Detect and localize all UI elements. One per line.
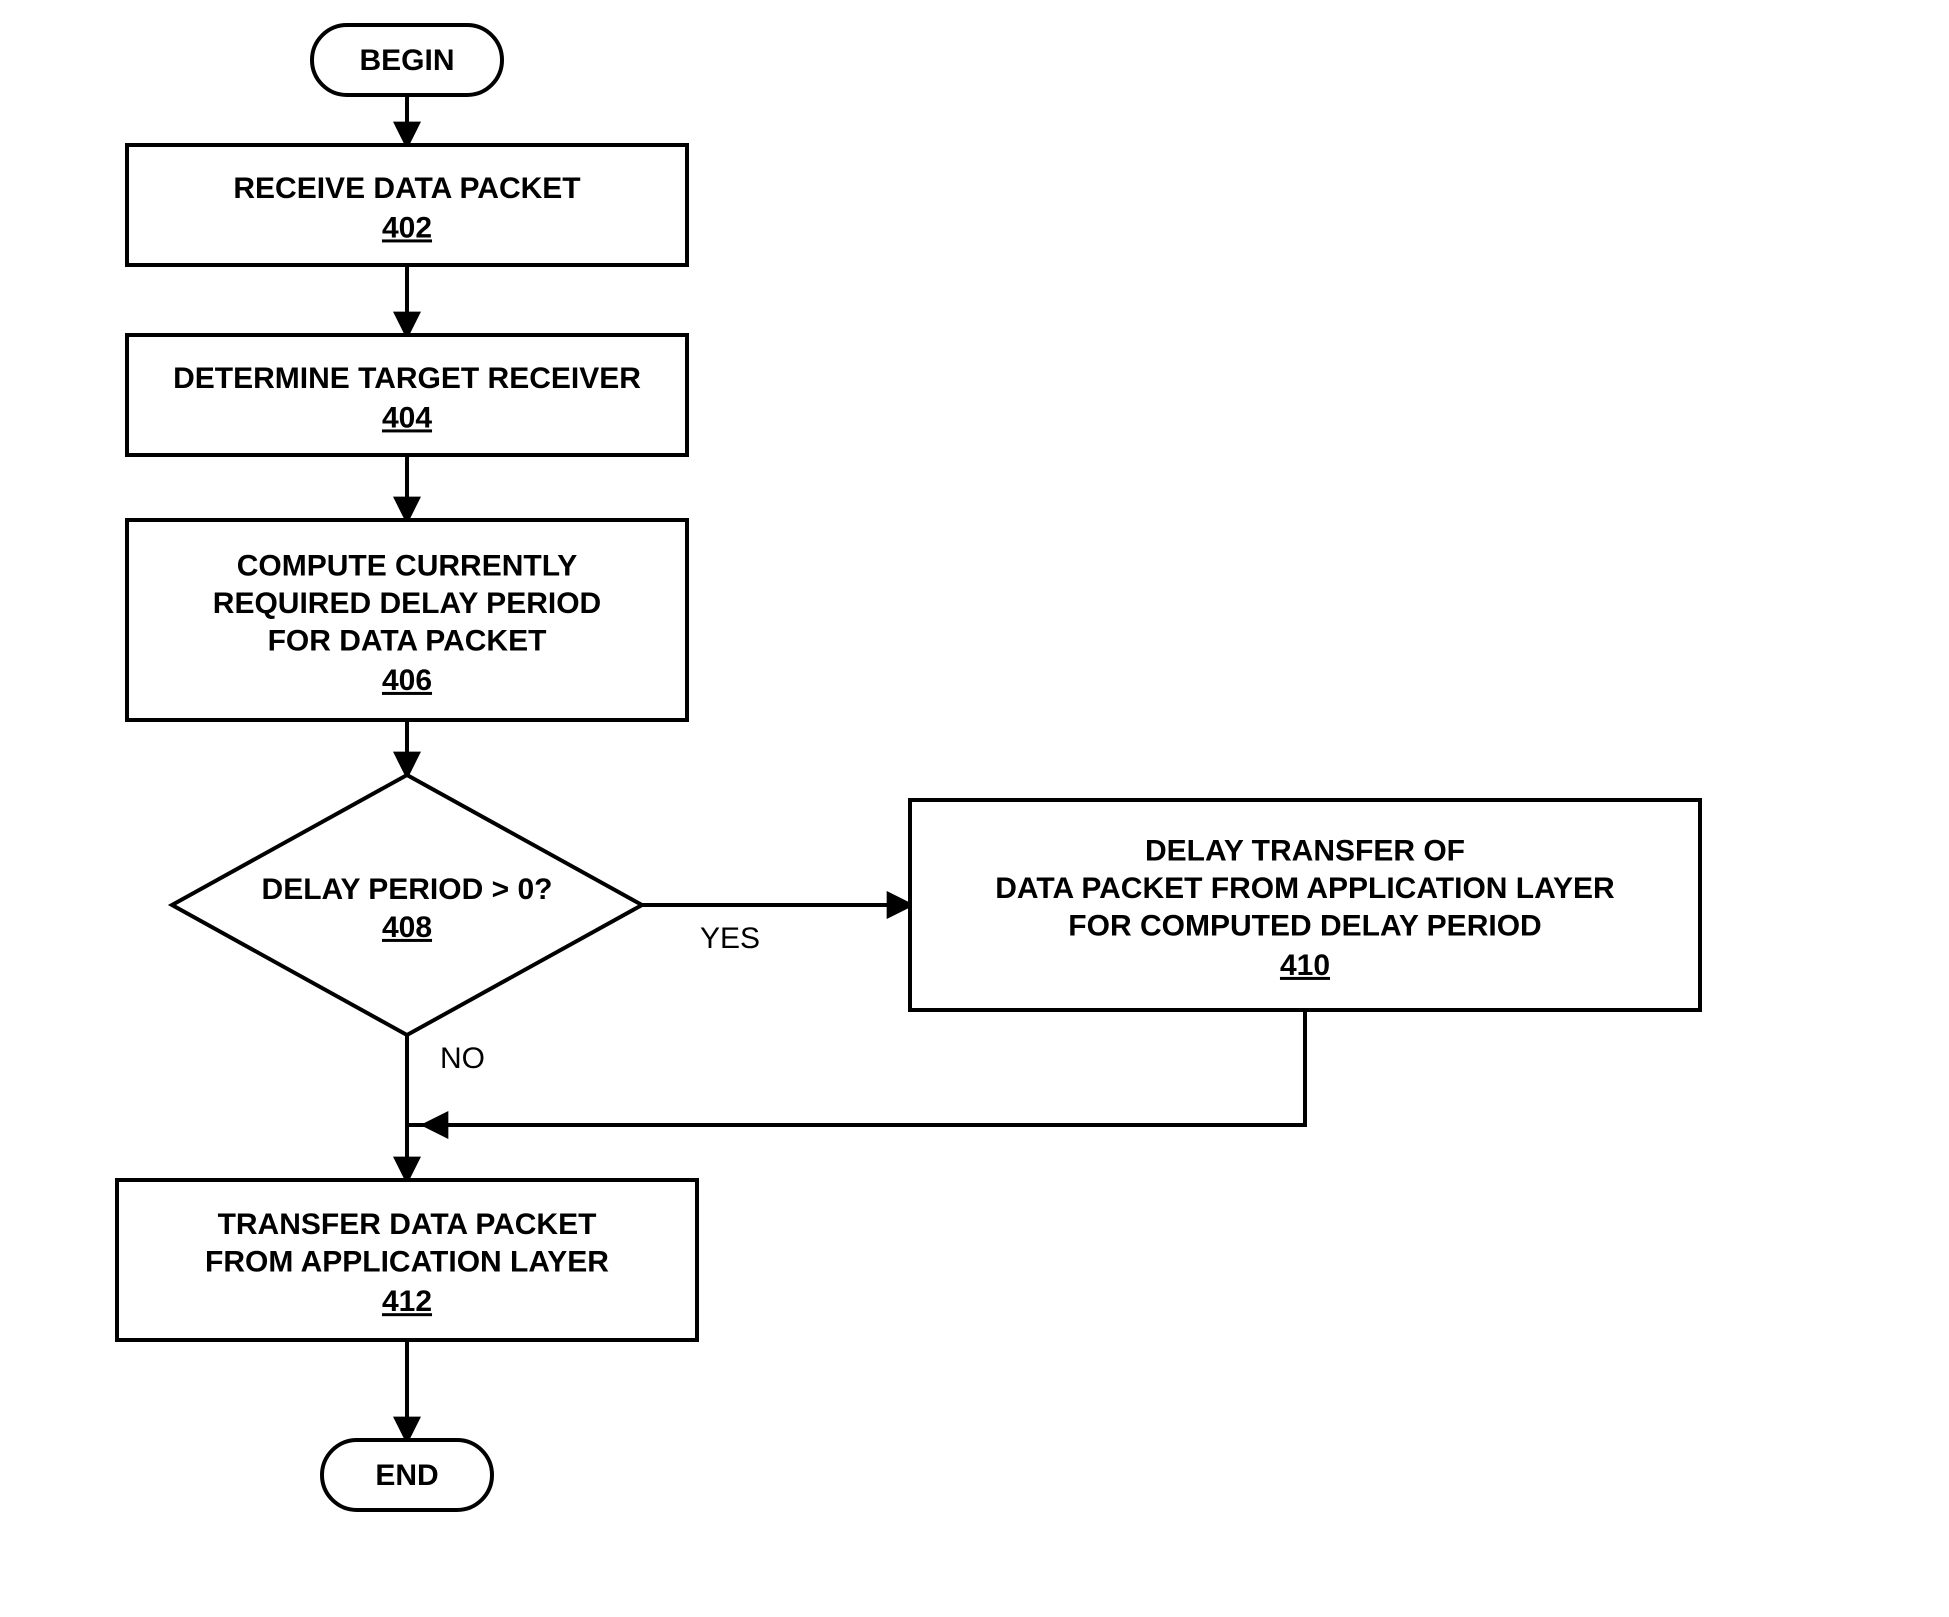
node-n410-label-1: DATA PACKET FROM APPLICATION LAYER: [995, 872, 1615, 905]
node-begin-label: BEGIN: [359, 44, 454, 77]
node-n408-ref: 408: [382, 911, 432, 944]
node-end-label: END: [375, 1459, 438, 1492]
node-end: END: [322, 1440, 492, 1510]
node-n410-label-0: DELAY TRANSFER OF: [1145, 834, 1465, 867]
node-n412: TRANSFER DATA PACKET FROM APPLICATION LAY…: [117, 1180, 697, 1340]
node-n412-ref: 412: [382, 1285, 432, 1318]
node-n402-label-0: RECEIVE DATA PACKET: [233, 172, 580, 205]
node-begin: BEGIN: [312, 25, 502, 95]
node-n406-label-0: COMPUTE CURRENTLY: [237, 549, 578, 582]
edge-n410-merge: [407, 1010, 1305, 1125]
node-n408-label: DELAY PERIOD > 0?: [262, 873, 553, 906]
node-n406: COMPUTE CURRENTLY REQUIRED DELAY PERIOD FO…: [127, 520, 687, 720]
node-n406-label-1: REQUIRED DELAY PERIOD: [213, 587, 601, 620]
edge-label-yes: YES: [700, 922, 760, 955]
node-n402: RECEIVE DATA PACKET 402: [127, 145, 687, 265]
node-n406-ref: 406: [382, 664, 432, 697]
node-n408: DELAY PERIOD > 0? 408: [172, 775, 642, 1035]
edge-label-no: NO: [440, 1042, 485, 1075]
node-n410-ref: 410: [1280, 949, 1330, 982]
flowchart-diagram: YES NO BEGIN RECEIVE DATA PACKET 402 DETERMIN…: [0, 0, 1949, 1617]
node-n404: DETERMINE TARGET RECEIVER 404: [127, 335, 687, 455]
node-n404-label-0: DETERMINE TARGET RECEIVER: [173, 362, 641, 395]
node-n410-label-2: FOR COMPUTED DELAY PERIOD: [1068, 909, 1541, 942]
node-n402-ref: 402: [382, 211, 432, 244]
node-n404-ref: 404: [382, 401, 432, 434]
node-n410: DELAY TRANSFER OF DATA PACKET FROM APPLIC…: [910, 800, 1700, 1010]
node-n412-label-0: TRANSFER DATA PACKET: [218, 1208, 597, 1241]
node-n406-label-2: FOR DATA PACKET: [268, 624, 547, 657]
node-n412-label-1: FROM APPLICATION LAYER: [205, 1246, 609, 1279]
